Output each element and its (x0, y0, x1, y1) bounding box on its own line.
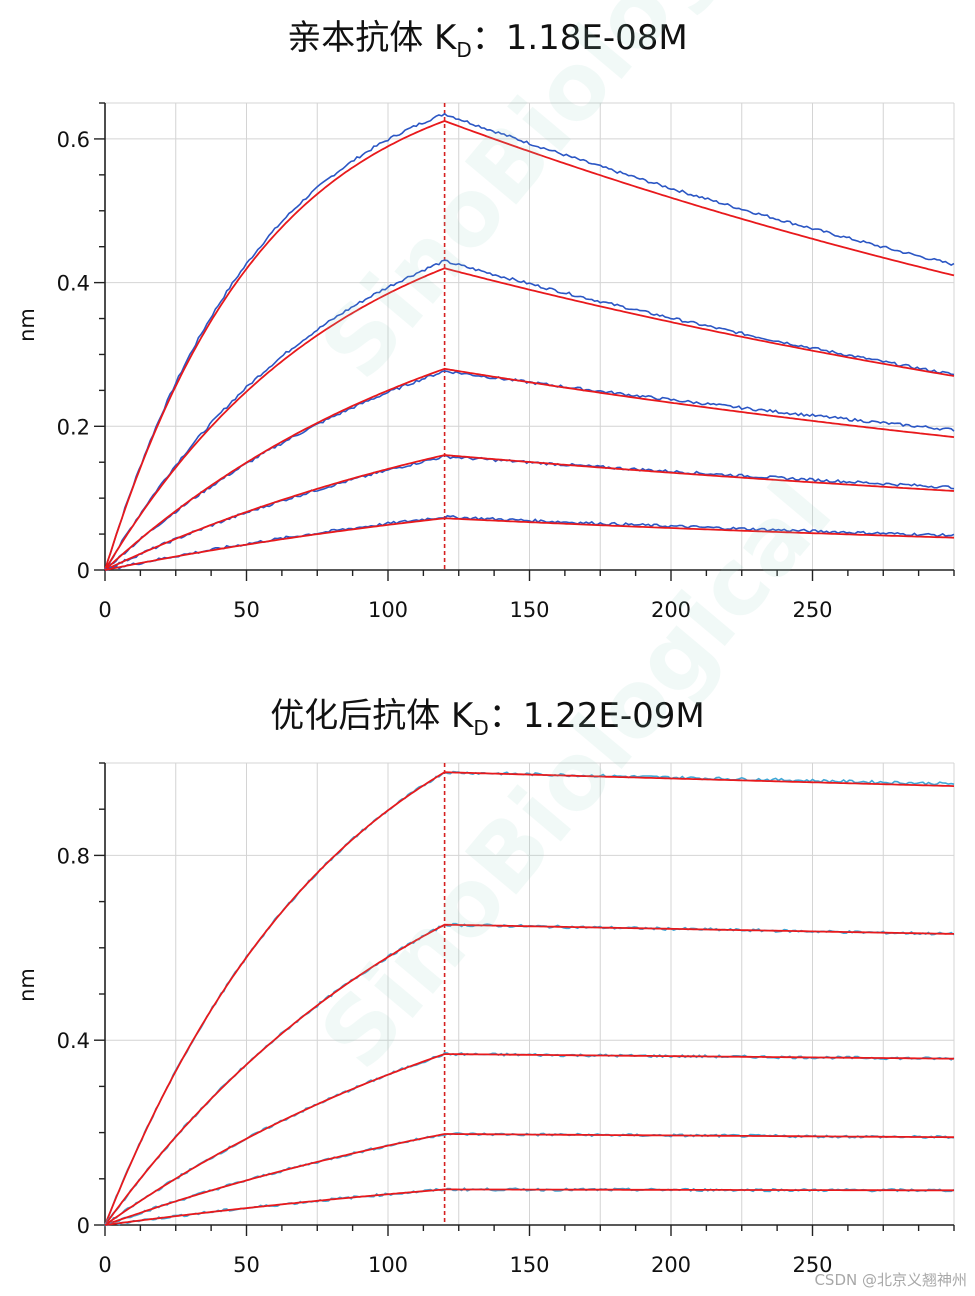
y-tick-label: 0.6 (57, 128, 90, 152)
fitted-curve (104, 771, 955, 1226)
y-axis-label: nm (15, 308, 39, 342)
x-tick-label: 100 (368, 1253, 408, 1277)
x-tick-label: 250 (792, 1253, 832, 1277)
kinetics-chart-parental: 0 50 100 150 200 250 0 0.2 0.4 0.6 nm (15, 102, 955, 622)
fitted-curve (104, 1053, 954, 1226)
fitted-curve (104, 1188, 954, 1226)
x-tick-label: 200 (651, 1253, 691, 1277)
x-tick-label: 250 (792, 598, 832, 622)
y-tick-label: 0.8 (57, 844, 90, 868)
fitted-curve (104, 923, 954, 1226)
title-subscript: D (456, 38, 472, 62)
x-tick-label: 150 (509, 1253, 549, 1277)
title-subscript: D (473, 716, 489, 740)
measured-curve (104, 112, 955, 571)
y-tick-label: 0.4 (57, 1029, 90, 1053)
title-prefix: 亲本抗体 K (287, 18, 457, 58)
title-prefix: 优化后抗体 K (270, 696, 474, 736)
y-axis-label: nm (15, 968, 39, 1002)
fitted-curve (104, 1133, 954, 1226)
x-tick-label: 0 (98, 1253, 111, 1277)
measured-curve (104, 259, 955, 571)
fitted-curve (104, 120, 955, 571)
fitted-curve (104, 367, 955, 571)
y-tick-label: 0 (77, 559, 90, 583)
x-tick-label: 0 (98, 598, 111, 622)
title-suffix: ：1.22E-09M (488, 696, 705, 736)
x-tick-label: 50 (233, 1253, 260, 1277)
x-tick-label: 50 (233, 598, 260, 622)
y-tick-label: 0 (77, 1214, 90, 1238)
credit-text: CSDN @北京义翘神州 (814, 1271, 967, 1289)
x-tick-label: 200 (651, 598, 691, 622)
chart-title-optimized: 优化后抗体 KD：1.22E-09M (0, 688, 975, 740)
fitted-curve (104, 517, 955, 571)
chart-title-parental: 亲本抗体 KD：1.18E-08M (0, 10, 975, 62)
y-tick-label: 0.4 (57, 272, 90, 296)
title-suffix: ：1.18E-08M (471, 18, 688, 58)
fitted-curve (104, 267, 955, 571)
x-tick-label: 150 (509, 598, 549, 622)
y-tick-label: 0.2 (57, 415, 90, 439)
x-tick-label: 100 (368, 598, 408, 622)
fitted-curve (104, 454, 955, 571)
